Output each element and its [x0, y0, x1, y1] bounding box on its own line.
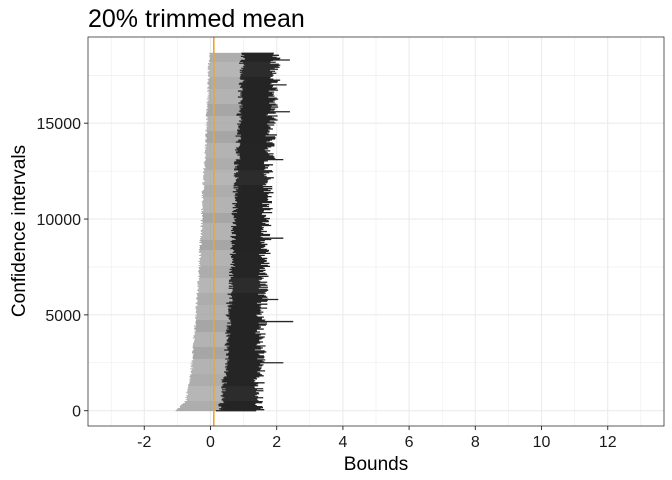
gridlines: [88, 37, 664, 426]
x-tick-label: 8: [471, 434, 480, 451]
y-axis-title: Confidence intervals: [9, 145, 30, 317]
plot-border: [87, 36, 665, 427]
x-tick-label: 2: [272, 434, 281, 451]
x-axis-title: Bounds: [344, 454, 408, 475]
y-tick-label: 15000: [37, 116, 82, 133]
y-tick-label: 5000: [45, 308, 81, 325]
y-tick-label: 0: [72, 404, 81, 421]
x-tick-label: -2: [137, 434, 151, 451]
x-tick-label: 6: [405, 434, 414, 451]
chart-title: 20% trimmed mean: [88, 5, 305, 33]
interval-bars: [175, 52, 294, 412]
x-tick-label: 12: [599, 434, 617, 451]
y-tick-label: 10000: [37, 212, 82, 229]
x-tick-label: 10: [533, 434, 551, 451]
x-axis: -2 0 2 4 6 8 10 12: [137, 426, 617, 451]
y-axis: 0 5000 10000 15000: [37, 116, 88, 421]
x-tick-label: 4: [338, 434, 347, 451]
x-tick-label: 0: [206, 434, 215, 451]
